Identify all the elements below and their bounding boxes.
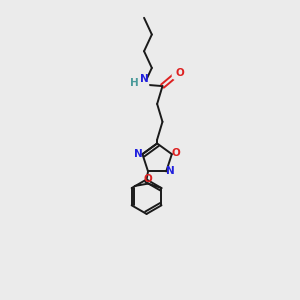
Text: O: O (143, 174, 152, 184)
Text: N: N (140, 74, 148, 84)
Text: H: H (130, 78, 139, 88)
Text: N: N (166, 167, 175, 176)
Text: O: O (172, 148, 181, 158)
Text: O: O (176, 68, 185, 78)
Text: N: N (134, 149, 142, 159)
